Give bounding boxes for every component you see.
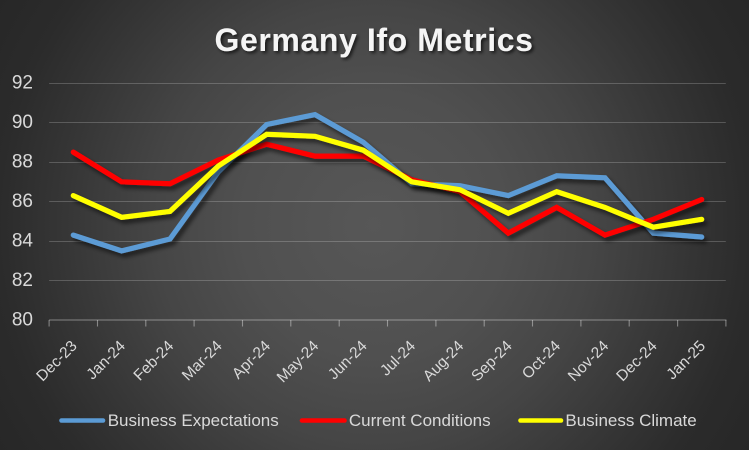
svg-text:Current Conditions: Current Conditions [349,411,491,430]
svg-text:May-24: May-24 [274,337,323,386]
svg-text:Business Expectations: Business Expectations [108,411,279,430]
svg-text:82: 82 [12,270,33,291]
svg-text:92: 92 [12,72,33,93]
svg-text:86: 86 [12,191,33,212]
svg-text:Jan-25: Jan-25 [663,338,709,384]
svg-text:Oct-24: Oct-24 [519,337,564,382]
svg-text:90: 90 [12,112,33,133]
svg-text:Dec-23: Dec-23 [33,338,80,385]
svg-text:Business Climate: Business Climate [565,411,696,430]
svg-text:Apr-24: Apr-24 [229,337,274,382]
svg-text:Dec-24: Dec-24 [613,337,661,385]
svg-text:88: 88 [12,151,33,172]
svg-text:84: 84 [12,230,34,251]
svg-text:Jan-24: Jan-24 [83,337,129,383]
svg-text:Jul-24: Jul-24 [377,337,419,379]
svg-text:Aug-24: Aug-24 [420,337,468,385]
svg-text:Feb-24: Feb-24 [131,337,178,384]
svg-text:Mar-24: Mar-24 [179,337,226,384]
svg-text:Germany Ifo Metrics: Germany Ifo Metrics [214,22,533,58]
svg-text:Sep-24: Sep-24 [468,337,516,385]
svg-text:Jun-24: Jun-24 [325,337,371,383]
svg-text:80: 80 [12,309,33,330]
svg-text:Nov-24: Nov-24 [565,337,613,385]
